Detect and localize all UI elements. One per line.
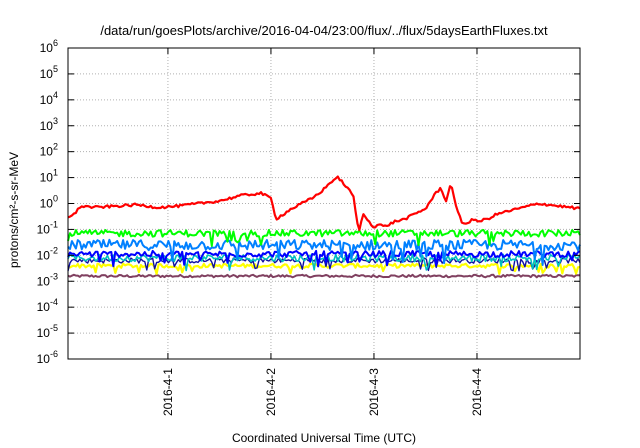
x-tick-label: 2016-4-2 (264, 368, 278, 416)
y-axis-label: protons/cm²-s-sr-MeV (7, 152, 21, 268)
x-tick-label: 2016-4-1 (161, 368, 175, 416)
axes (67, 47, 581, 360)
series-line (67, 249, 581, 268)
x-tick-label: 2016-4-3 (367, 368, 381, 416)
y-tick-labels: 10-610-510-410-310-210-11001011021031041… (37, 38, 58, 366)
series-line (67, 253, 581, 272)
series-line (67, 273, 581, 279)
x-tick-label: 2016-4-4 (470, 368, 484, 416)
chart-title: /data/run/goesPlots/archive/2016-04-04/2… (100, 23, 548, 38)
x-axis-label: Coordinated Universal Time (UTC) (232, 431, 416, 445)
series-layer (67, 175, 581, 279)
series-line (67, 238, 581, 266)
series-line (67, 229, 581, 247)
x-tick-labels: 2016-4-1 2016-4-2 2016-4-3 2016-4-4 (161, 368, 484, 416)
plot-frame (67, 47, 581, 360)
series-line (67, 175, 581, 231)
